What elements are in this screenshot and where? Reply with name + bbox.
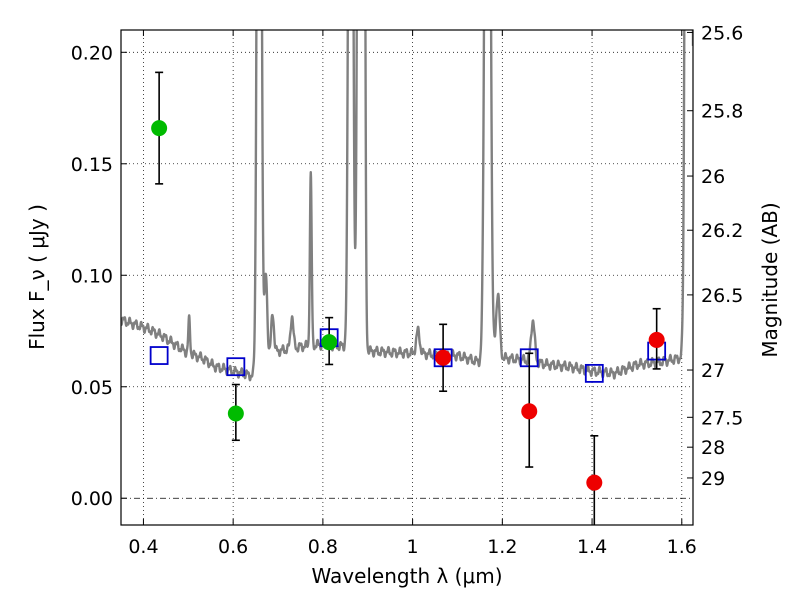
x-tick-label: 0.8 [308,536,338,558]
ticks-layer [121,30,693,525]
red-data-point [648,331,665,348]
y-tick-label: 0.05 [71,377,113,399]
plot-frame [120,29,694,526]
model-flux-square [584,363,604,383]
y2-tick-label: 25.6 [701,22,743,44]
points-layer [149,71,667,525]
red-data-point [435,349,452,366]
x-tick-label: 0.4 [128,536,158,558]
y-axis-title: Flux F_ν ( μJy ) [25,204,49,350]
x-axis-title: Wavelength λ (μm) [311,564,502,588]
model-flux-square [226,357,246,377]
x-tick-label: 1.4 [577,536,607,558]
spectrum-layer [121,30,693,382]
green-data-point [227,405,244,422]
x-tick-label: 1 [407,536,419,558]
y2-tick-label: 26.5 [701,285,743,307]
y-tick-label: 0.20 [71,42,113,64]
red-data-point [586,474,603,491]
y2-tick-label: 26 [701,166,725,188]
spectrum-line [121,30,693,382]
x-tick-label: 1.6 [667,536,697,558]
model-flux-square [149,346,169,365]
plot-background [121,30,693,525]
y2-tick-label: 26.2 [701,220,743,242]
green-data-point [151,120,168,137]
y2-tick-label: 27.5 [701,407,743,429]
red-data-point [521,403,538,420]
tick-labels: 0.4 0.6 0.8 1 1.2 1.4 1.6 0.00 0.05 0.10 0.15 0.20 2… [71,22,744,558]
y-tick-label: 0.00 [71,488,113,510]
y2-tick-label: 29 [701,468,725,490]
y-tick-label: 0.15 [71,154,113,176]
green-data-point [321,334,338,351]
y2-tick-label: 27 [701,360,725,382]
y2-tick-label: 25.8 [701,101,743,123]
x-tick-label: 0.6 [218,536,248,558]
y2-tick-label: 28 [701,437,725,459]
y2-axis-title: Magnitude (AB) [758,202,782,357]
gridlines [121,30,693,525]
y-tick-label: 0.10 [71,265,113,287]
x-tick-label: 1.2 [487,536,517,558]
